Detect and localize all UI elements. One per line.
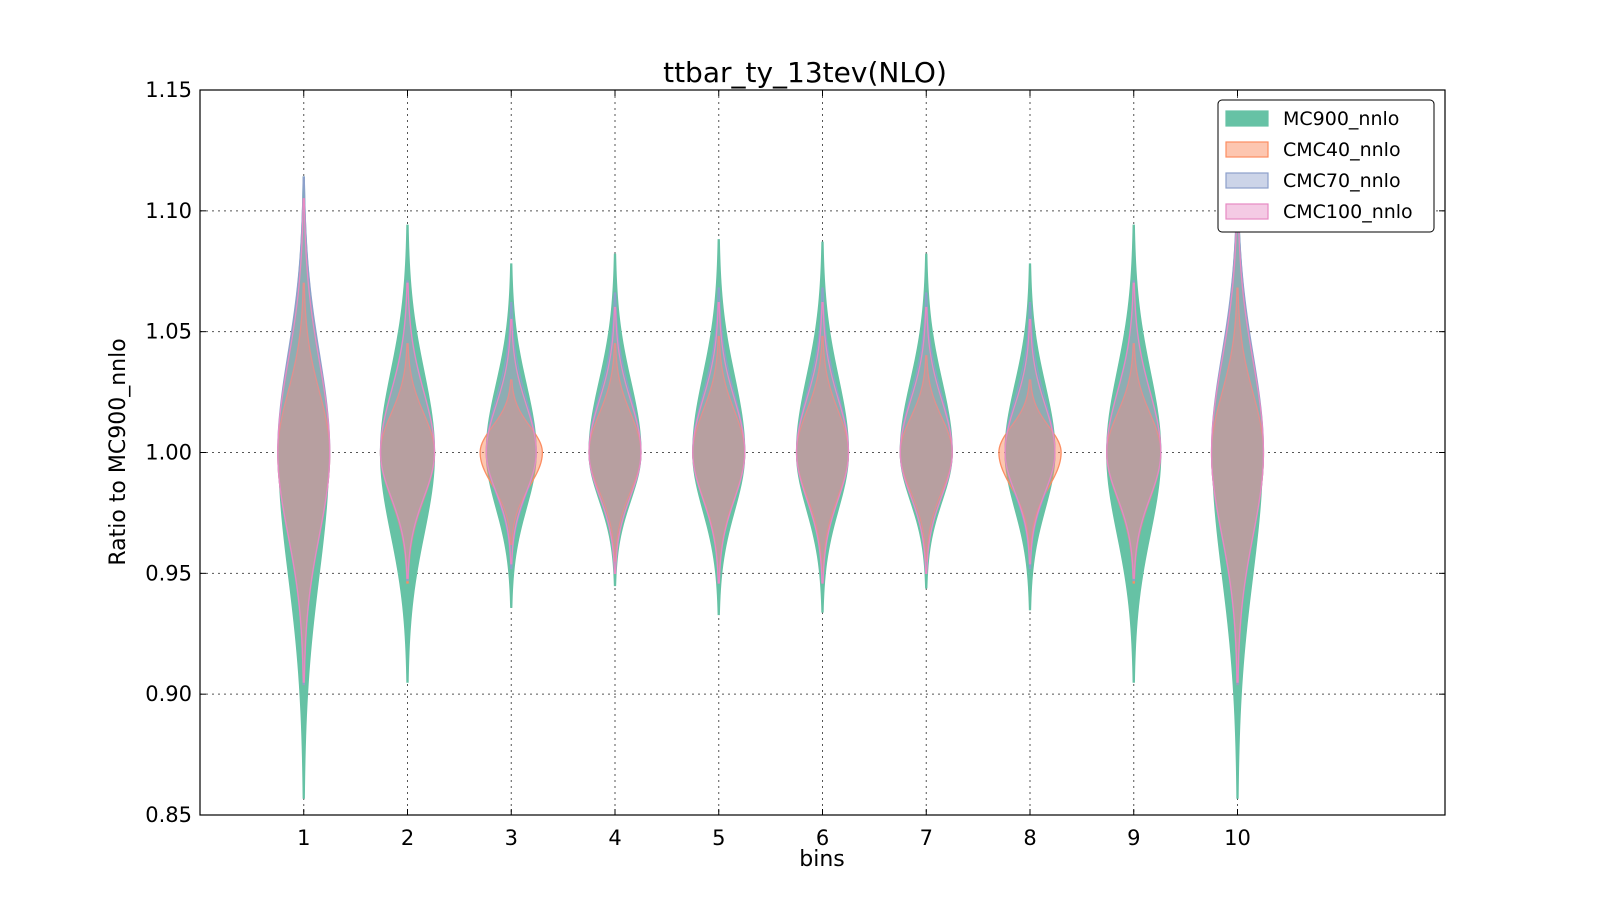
tick-layer: 0.85 0.90 0.95 1.00 1.05 1.10 1.15 1 2 3 4 5 6 7 8 9 10: [145, 78, 1445, 850]
x-tick-label: 4: [608, 826, 621, 850]
violin-CMC100_nnlo-bin-2: [379, 282, 436, 579]
legend-swatch: [1225, 203, 1269, 220]
y-tick-label: 0.95: [145, 561, 192, 585]
violin-CMC100_nnlo-bin-5: [692, 302, 746, 584]
violin-CMC100_nnlo-bin-1: [277, 198, 331, 683]
y-tick-label: 0.90: [145, 682, 192, 706]
y-tick-label: 1.15: [145, 78, 192, 102]
y-tick-label: 1.05: [145, 320, 192, 344]
violin-CMC40_nnlo-bin-7: [899, 355, 953, 562]
legend-label: CMC40_nnlo: [1283, 139, 1401, 161]
legend-swatch: [1225, 172, 1269, 189]
x-tick-label: 5: [712, 826, 725, 850]
violin-CMC40_nnlo-bin-4: [588, 343, 642, 562]
x-tick-label: 10: [1224, 826, 1251, 850]
x-axis-label: bins: [799, 847, 844, 872]
x-tick-label: 9: [1127, 826, 1140, 850]
series-CMC100_nnlo: [277, 198, 1265, 683]
violin-layer: [277, 176, 1265, 799]
legend-swatch: [1225, 141, 1269, 158]
legend-swatch: [1225, 110, 1269, 127]
y-tick-label: 0.85: [145, 803, 192, 827]
legend-box: [1217, 99, 1435, 233]
violin-CMC100_nnlo-bin-9: [1106, 282, 1162, 579]
violin-CMC100_nnlo-bin-10: [1210, 198, 1265, 683]
violin-CMC100_nnlo-bin-4: [588, 306, 642, 574]
violin-CMC100_nnlo-bin-8: [1004, 318, 1056, 565]
y-tick-label: 1.00: [145, 441, 192, 465]
violin-CMC100_nnlo-bin-6: [795, 302, 850, 584]
y-tick-label: 1.10: [145, 199, 192, 223]
x-tick-label: 3: [505, 826, 518, 850]
x-tick-label: 1: [297, 826, 310, 850]
legend-label: CMC70_nnlo: [1283, 170, 1401, 192]
x-tick-label: 2: [401, 826, 414, 850]
y-axis-label: Ratio to MC900_nnlo: [106, 338, 131, 565]
violin-CMC100_nnlo-bin-7: [899, 306, 953, 574]
x-tick-label: 7: [920, 826, 933, 850]
legend: MC900_nnlo CMC40_nnlo CMC70_nnlo CMC100_nnl…: [1217, 99, 1435, 233]
legend-label: CMC100_nnlo: [1283, 201, 1413, 223]
x-tick-label: 6: [816, 826, 829, 850]
violin-CMC40_nnlo-bin-6: [795, 335, 850, 574]
series-CMC40_nnlo: [277, 282, 1265, 686]
chart-title: ttbar_ty_13tev(NLO): [663, 56, 947, 89]
legend-label: MC900_nnlo: [1283, 108, 1399, 130]
violin-CMC100_nnlo-bin-3: [485, 318, 537, 565]
x-tick-label: 8: [1023, 826, 1036, 850]
